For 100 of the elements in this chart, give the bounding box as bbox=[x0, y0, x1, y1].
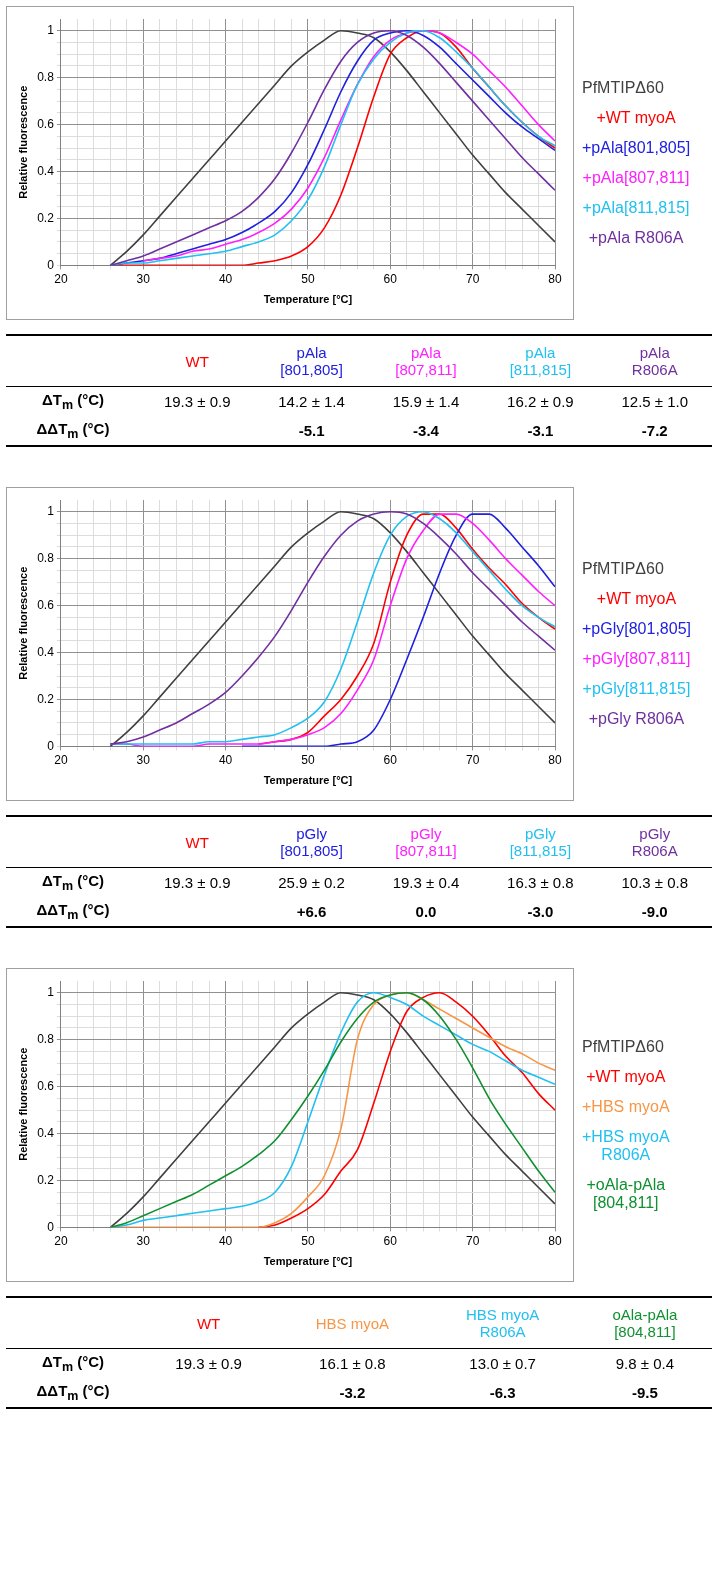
text: +6.6 bbox=[254, 897, 369, 927]
x-tick-label: 60 bbox=[383, 1233, 398, 1248]
x-tick-label: 20 bbox=[54, 1233, 68, 1248]
x-tick-label: 70 bbox=[465, 271, 480, 286]
text: ΔΔT$_{m}$ (°C) bbox=[6, 416, 140, 446]
text: 14.2 ± 1.4 bbox=[277, 392, 346, 412]
y-tick-label: 0.2 bbox=[37, 691, 55, 706]
x-tick-label: 50 bbox=[301, 271, 315, 286]
x-axis-title: Temperature [°C] bbox=[263, 1255, 353, 1268]
text: 19.3 ± 0.9 bbox=[162, 873, 232, 893]
category-label: pGly [807,811] bbox=[368, 816, 484, 868]
text: 13.0 ± 0.7 bbox=[468, 1354, 537, 1374]
y-tick-label: 0.4 bbox=[37, 644, 55, 659]
y-tick-label: 0.6 bbox=[37, 597, 55, 612]
y-tick-label: 0.4 bbox=[37, 163, 55, 178]
y-tick-label: 0.6 bbox=[37, 116, 55, 131]
y-axis-title: Relative fluorescence bbox=[16, 85, 29, 199]
series-label: +oAla-pAla [804,811] bbox=[585, 1176, 667, 1212]
text: -5.1 bbox=[254, 416, 369, 446]
x-tick-label: 30 bbox=[136, 1233, 151, 1248]
text: +pGly[811,815] bbox=[582, 680, 691, 698]
x-tick-label: 80 bbox=[548, 1233, 562, 1248]
category-label: WT bbox=[140, 1297, 278, 1349]
text: 19.3 ± 0.9 bbox=[174, 1354, 243, 1374]
category-label: pAla [807,811] bbox=[368, 335, 484, 387]
x-tick-label: 20 bbox=[54, 271, 68, 286]
text: 9.8 ± 0.4 bbox=[614, 1354, 676, 1374]
y-tick-label: 0 bbox=[47, 1219, 55, 1234]
category-label: pGly [811,815] bbox=[483, 816, 598, 868]
text: PfMTIPΔ60 bbox=[582, 560, 665, 578]
text: +HBS myoA bbox=[582, 1098, 670, 1116]
text: ΔT$_{m}$ (°C) bbox=[40, 871, 106, 895]
series-label: +pAla[801,805] bbox=[582, 139, 691, 157]
text: +WT myoA bbox=[585, 1068, 667, 1086]
x-tick-label: 70 bbox=[465, 752, 480, 767]
x-tick-label: 70 bbox=[465, 1233, 480, 1248]
x-tick-label: 50 bbox=[301, 752, 315, 767]
text: -3.1 bbox=[483, 416, 598, 446]
text: 15.9 ± 1.4 bbox=[391, 392, 461, 412]
text: ΔT$_{m}$ (°C) bbox=[40, 1352, 106, 1376]
category-label: pGly [801,805] bbox=[254, 816, 369, 868]
y-tick-label: 1 bbox=[47, 985, 55, 1000]
category-label: WT bbox=[140, 335, 255, 387]
text: -9.5 bbox=[577, 1378, 712, 1408]
text: 0.0 bbox=[368, 897, 484, 927]
text: +WT myoA bbox=[595, 590, 678, 608]
y-axis-title: Relative fluorescence bbox=[16, 1047, 29, 1161]
text: 16.2 ± 0.9 bbox=[506, 392, 575, 412]
text: +pGly[807,811] bbox=[582, 650, 691, 668]
text: +HBS myoA R806A bbox=[582, 1128, 670, 1164]
category-label: HBS myoA R806A bbox=[427, 1297, 578, 1349]
y-tick-label: 0.2 bbox=[37, 210, 55, 225]
y-tick-label: 0.4 bbox=[37, 1125, 55, 1140]
text: -3.0 bbox=[483, 897, 598, 927]
category-label: pAla R806A bbox=[597, 335, 712, 387]
category-label: pGly R806A bbox=[597, 816, 712, 868]
text: -9.0 bbox=[597, 897, 712, 927]
y-tick-label: 0 bbox=[47, 257, 55, 272]
x-tick-label: 80 bbox=[548, 271, 562, 286]
x-tick-label: 40 bbox=[218, 752, 233, 767]
text: 16.1 ± 0.8 bbox=[318, 1354, 387, 1374]
y-tick-label: 0.6 bbox=[37, 1078, 55, 1093]
y-tick-label: 1 bbox=[47, 23, 55, 38]
text: -3.4 bbox=[368, 416, 484, 446]
x-axis-title: Temperature [°C] bbox=[263, 774, 353, 787]
x-tick-label: 30 bbox=[136, 271, 151, 286]
text: +pAla[811,815] bbox=[582, 199, 691, 217]
text: ΔT$_{m}$ (°C) bbox=[40, 390, 106, 414]
text: 25.9 ± 0.2 bbox=[277, 873, 346, 893]
text: +pAla R806A bbox=[587, 229, 685, 247]
category-label: HBS myoA bbox=[277, 1297, 428, 1349]
text: 10.3 ± 0.8 bbox=[620, 873, 690, 893]
x-tick-label: 60 bbox=[383, 271, 398, 286]
x-tick-label: 50 bbox=[301, 1233, 315, 1248]
text: ΔΔT$_{m}$ (°C) bbox=[6, 1378, 140, 1408]
text: +pAla[807,811] bbox=[582, 169, 691, 187]
text: +WT myoA bbox=[595, 109, 677, 127]
y-tick-label: 0.2 bbox=[37, 1172, 55, 1187]
y-tick-label: 0.8 bbox=[37, 550, 55, 565]
text: 16.3 ± 0.8 bbox=[506, 873, 575, 893]
text: 19.3 ± 0.4 bbox=[391, 873, 461, 893]
text: PfMTIPΔ60 bbox=[582, 79, 665, 97]
y-tick-label: 0.8 bbox=[37, 1031, 55, 1046]
x-axis-title: Temperature [°C] bbox=[263, 293, 353, 306]
x-tick-label: 30 bbox=[136, 752, 151, 767]
text: ΔΔT$_{m}$ (°C) bbox=[6, 897, 140, 927]
text: +pGly R806A bbox=[587, 710, 686, 728]
line-series bbox=[109, 991, 555, 1228]
category-label: WT bbox=[140, 816, 255, 868]
x-tick-label: 40 bbox=[218, 1233, 233, 1248]
y-tick-label: 1 bbox=[47, 504, 55, 519]
category-label: pAla [801,805] bbox=[254, 335, 369, 387]
text: -3.2 bbox=[277, 1378, 428, 1408]
text: -6.3 bbox=[427, 1378, 578, 1408]
x-tick-label: 80 bbox=[548, 752, 562, 767]
x-tick-label: 20 bbox=[54, 752, 68, 767]
y-tick-label: 0.8 bbox=[37, 69, 55, 84]
text: -7.2 bbox=[597, 416, 712, 446]
x-tick-label: 40 bbox=[218, 271, 233, 286]
text: 19.3 ± 0.9 bbox=[162, 392, 232, 412]
